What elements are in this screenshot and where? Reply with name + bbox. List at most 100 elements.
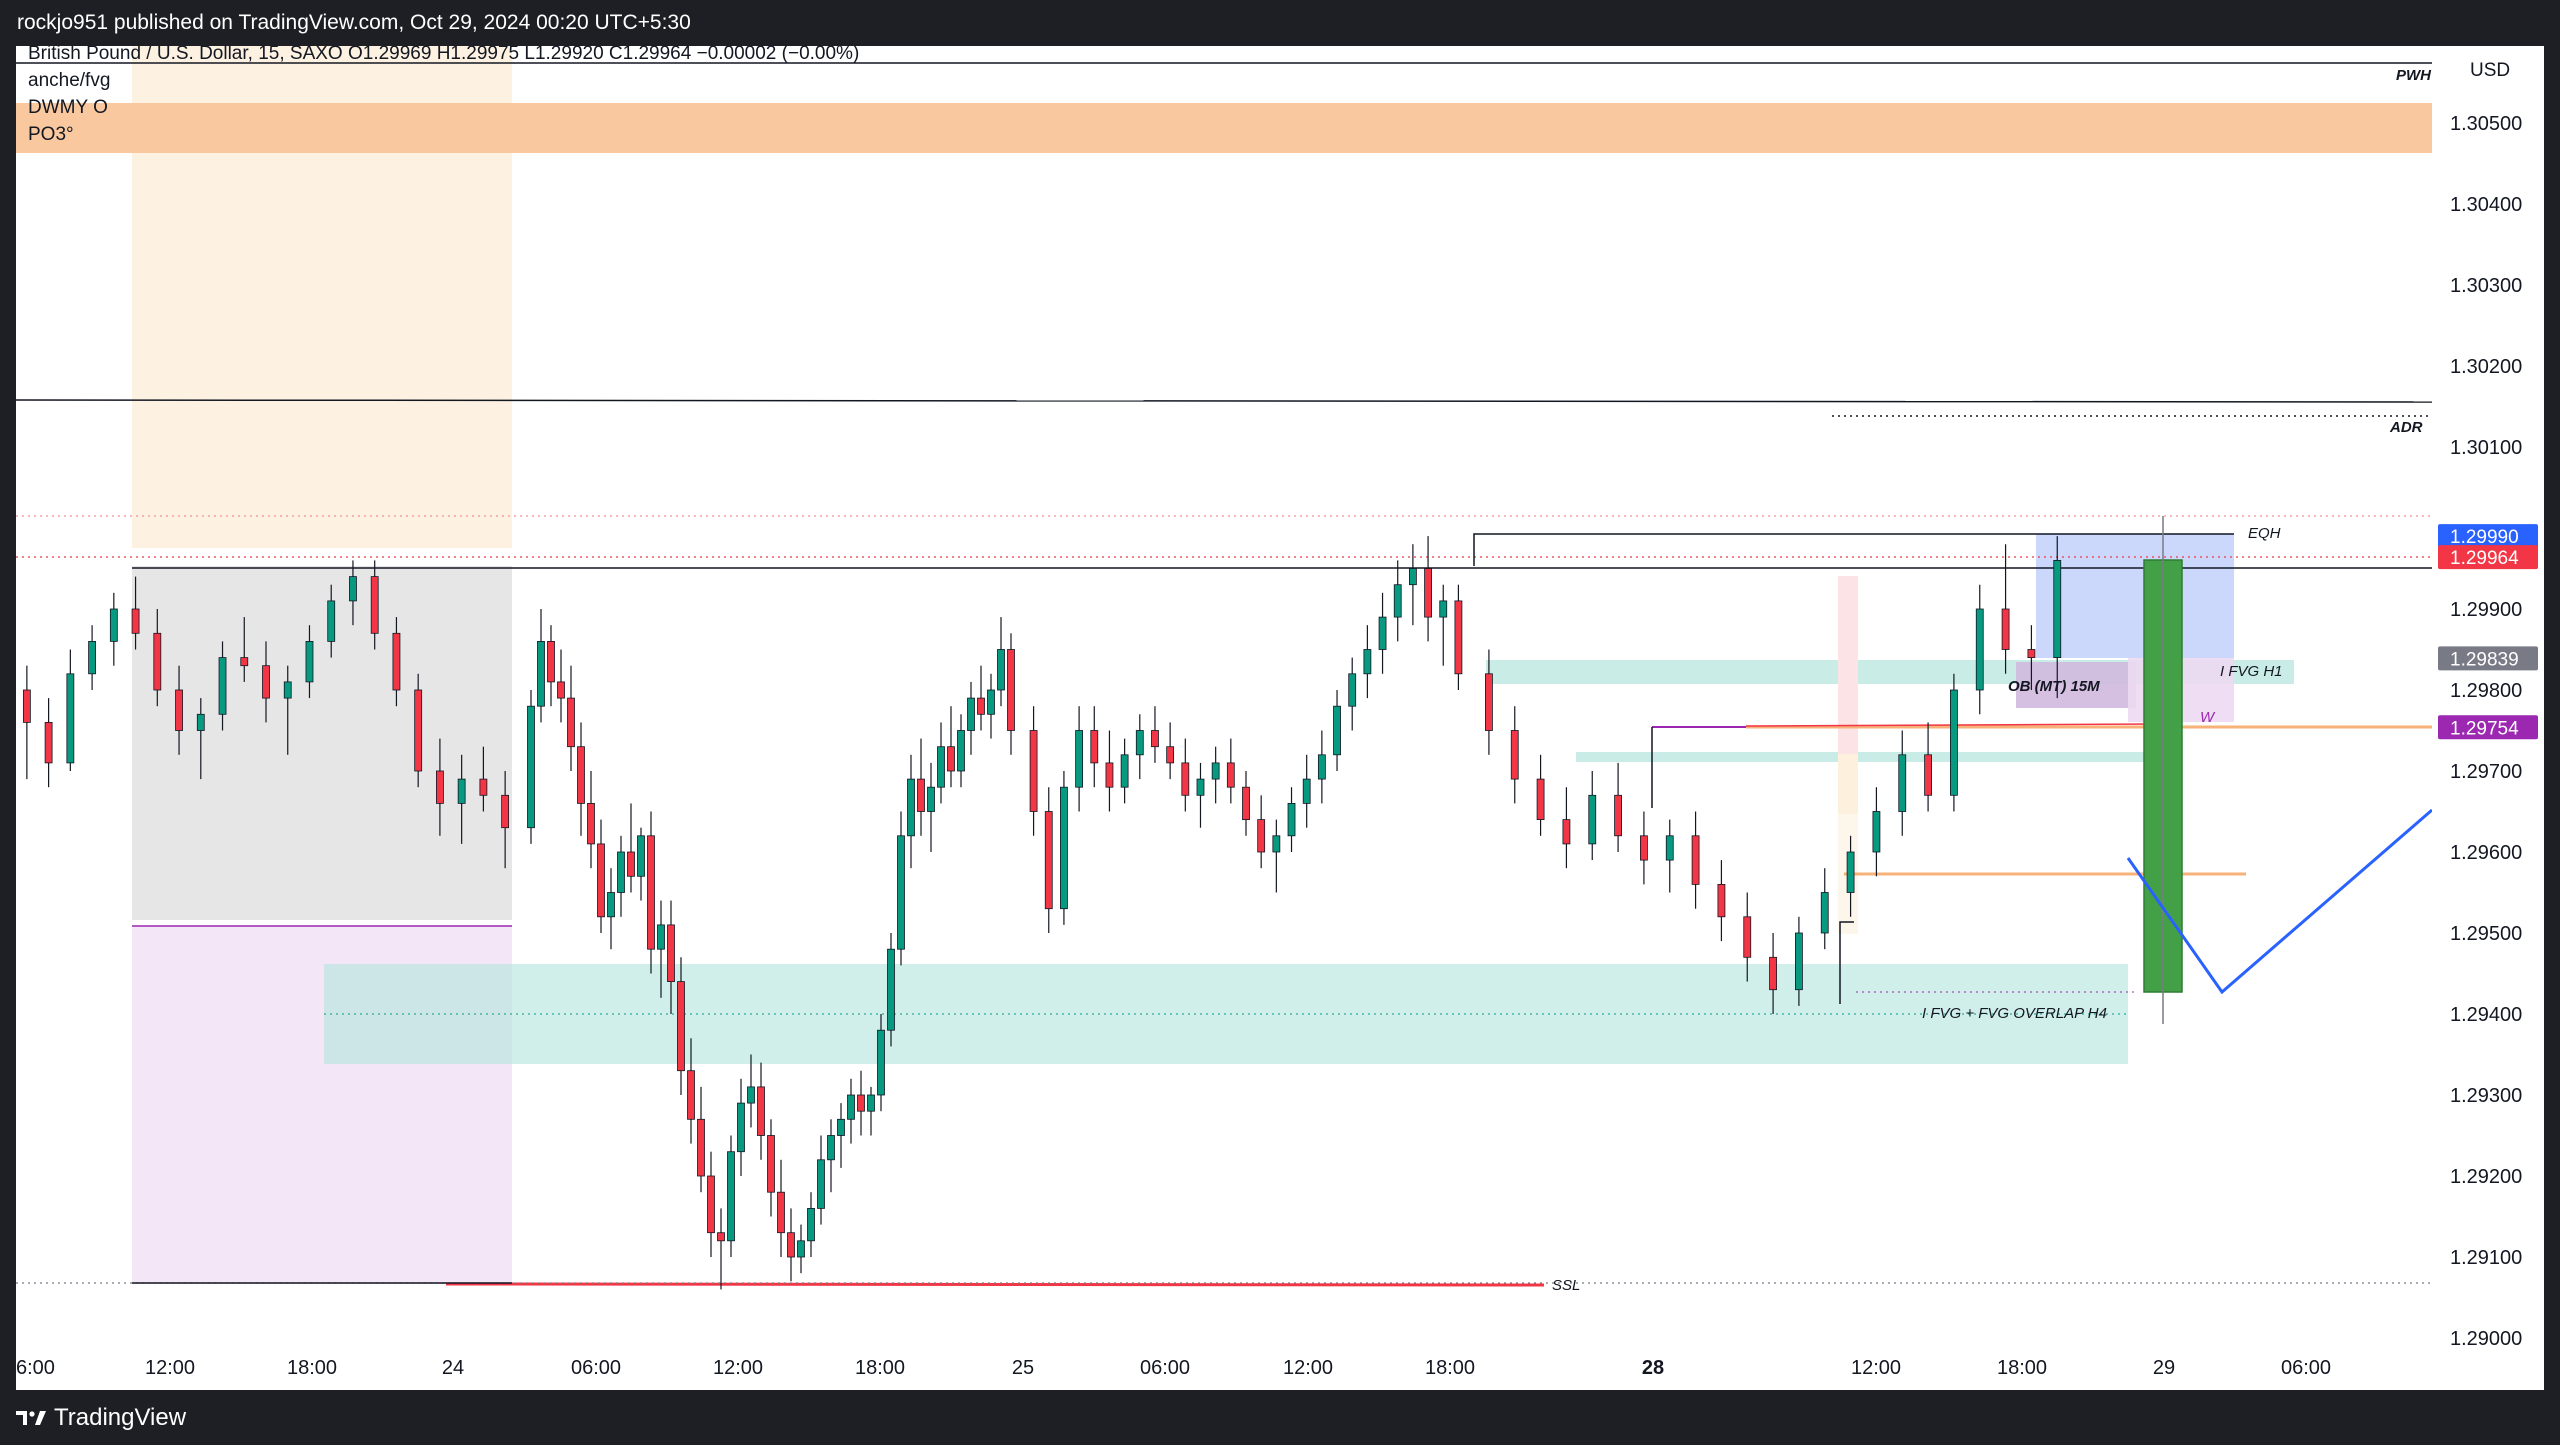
candle: [1536, 754, 1545, 836]
candle-body: [44, 722, 53, 764]
small-orange-bar: [1838, 754, 1858, 814]
candle: [1975, 584, 1984, 715]
candle-body: [1510, 730, 1519, 780]
candle-body: [987, 689, 995, 715]
candle-body: [240, 657, 249, 667]
y-tick-label: 1.29700: [2450, 761, 2522, 783]
candle: [657, 900, 665, 998]
candle-body: [414, 689, 423, 772]
candle-body: [1333, 705, 1341, 756]
candle-body: [262, 665, 270, 699]
candle-body: [1536, 778, 1545, 820]
candle-body: [757, 1086, 765, 1136]
candle: [937, 722, 945, 804]
indicator-po3[interactable]: PO3°: [28, 124, 74, 145]
candle-body: [727, 1151, 735, 1242]
candle-body: [1029, 730, 1038, 812]
candle: [687, 1038, 695, 1144]
candle-body: [917, 778, 925, 812]
x-tick-label: 18:00: [855, 1357, 905, 1379]
candle-body: [1950, 689, 1958, 796]
price-badge-bg: [2438, 524, 2538, 549]
candle: [1846, 835, 1855, 917]
x-tick-label: 06:00: [571, 1357, 621, 1379]
candle-body: [1181, 762, 1190, 796]
candle: [1717, 860, 1726, 942]
candle-body: [797, 1240, 805, 1258]
candle: [1485, 649, 1493, 755]
x-tick-label: 12:00: [713, 1357, 763, 1379]
candle-body: [547, 641, 555, 683]
ob-15m-zone: [2016, 662, 2136, 708]
candle: [807, 1192, 815, 1257]
candle: [1075, 706, 1084, 812]
candle: [501, 771, 510, 869]
candle-body: [175, 689, 183, 731]
candle-body: [501, 794, 510, 829]
candle-body: [457, 778, 466, 804]
candle-body: [927, 786, 935, 812]
candle-body: [887, 948, 895, 1031]
candle: [777, 1159, 785, 1257]
y-tick-label: 1.29100: [2450, 1247, 2522, 1269]
position-box: [2036, 534, 2234, 658]
candle-body: [847, 1094, 855, 1120]
candle: [1562, 787, 1571, 869]
candle-body: [897, 835, 905, 950]
candle-body: [657, 924, 665, 950]
y-tick-label: 1.29500: [2450, 923, 2522, 945]
annotation-ssl: SSL: [1552, 1277, 1580, 1294]
candle-body: [1588, 794, 1597, 845]
candle-body: [807, 1208, 815, 1242]
chart-area[interactable]: PWH ADR EQH I FVG H1 OB (MT) 15M W I FVG + FVG…: [16, 46, 2544, 1390]
x-tick-label: 06:00: [2281, 1357, 2331, 1379]
candle: [737, 1078, 745, 1176]
candle-body: [1872, 811, 1881, 853]
candle-body: [997, 649, 1005, 691]
candle-body: [1135, 730, 1144, 756]
candle: [827, 1119, 835, 1193]
candle-body: [1820, 892, 1829, 934]
candle: [547, 625, 555, 707]
candle: [927, 762, 935, 852]
candle-body: [1211, 762, 1220, 780]
candle: [1950, 673, 1958, 812]
candle: [587, 771, 595, 869]
tradingview-logo[interactable]: TradingView: [16, 1404, 186, 1432]
candle-body: [1348, 673, 1357, 707]
candle-body: [370, 576, 379, 634]
candle: [1691, 811, 1700, 909]
indicator-anche-fvg[interactable]: anche/fvg: [28, 70, 111, 91]
candle-body: [627, 851, 635, 877]
y-tick-label: 1.30300: [2450, 275, 2522, 297]
candle-body: [527, 705, 535, 829]
candle: [1363, 625, 1372, 699]
candle: [1640, 811, 1648, 885]
x-tick-label: 24: [442, 1357, 464, 1379]
candle: [707, 1151, 715, 1257]
currency-label: USD: [2470, 60, 2510, 81]
indicator-dwmy-o[interactable]: DWMY O: [28, 97, 108, 118]
candle-body: [2001, 608, 2010, 650]
price-badge-label: 1.29990: [2450, 527, 2519, 548]
candle: [1820, 868, 1829, 950]
price-badge: 1.29990: [2438, 524, 2538, 549]
price-chart[interactable]: PWH ADR EQH I FVG H1 OB (MT) 15M W I FVG + FVG…: [16, 46, 2544, 1390]
annotation-ob-mt-15m: OB (MT) 15M: [2008, 678, 2100, 695]
price-badge-bg: [2438, 715, 2538, 740]
candle: [153, 609, 162, 707]
candle-body: [977, 697, 985, 715]
candle-body: [767, 1135, 775, 1193]
annotation-w: W: [2200, 709, 2216, 726]
candle: [218, 641, 227, 731]
small-pink-bar: [1838, 576, 1858, 754]
candle: [847, 1078, 855, 1144]
candle-body: [647, 835, 655, 950]
candle-body: [349, 576, 357, 602]
candle-body: [1424, 568, 1432, 618]
candle-body: [787, 1232, 795, 1258]
candle: [837, 1103, 845, 1168]
candle-body: [777, 1191, 785, 1234]
candle: [727, 1135, 735, 1257]
candle-body: [1665, 835, 1674, 861]
